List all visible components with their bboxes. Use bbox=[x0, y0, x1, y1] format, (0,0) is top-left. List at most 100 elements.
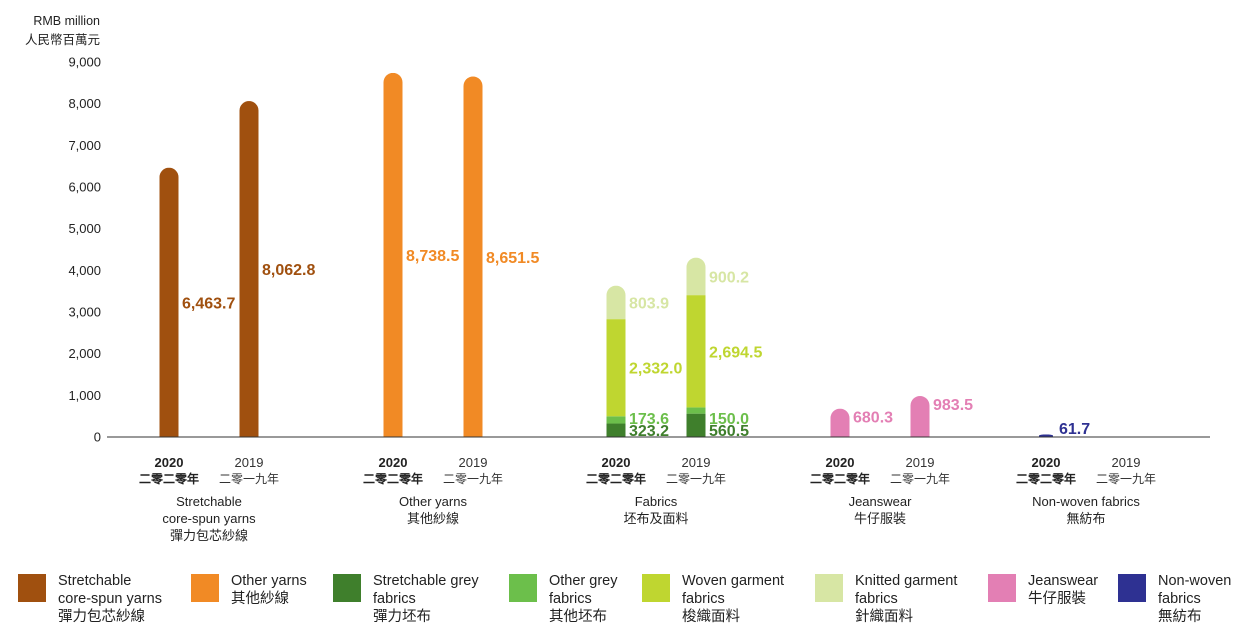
bar-value-label: 680.3 bbox=[853, 410, 893, 427]
year-label-current: 2020 bbox=[379, 455, 408, 470]
bar-value-label: 8,062.8 bbox=[262, 262, 315, 279]
y-tick-label: 6,000 bbox=[68, 180, 101, 195]
bar-value-label: 560.5 bbox=[709, 423, 749, 440]
legend-label: Knitted garment fabrics 針織面料 bbox=[855, 572, 957, 626]
bar-value-label: 2,332.0 bbox=[629, 361, 682, 378]
bar-stack bbox=[910, 396, 930, 437]
legend-label-line: Stretchable bbox=[58, 573, 132, 589]
legend-item: Stretchable core-spun yarns 彈力包芯紗線 bbox=[18, 572, 162, 626]
year-label-current-zh: 二零二零年 bbox=[810, 471, 870, 486]
legend-label-line: 其他坯布 bbox=[549, 609, 607, 625]
y-tick-label: 3,000 bbox=[68, 305, 101, 320]
category-label: 無紡布 bbox=[1066, 511, 1105, 526]
legend-swatch bbox=[333, 574, 361, 602]
bar-stack bbox=[159, 167, 179, 437]
bar-stack bbox=[606, 285, 626, 437]
category-label: Jeanswear bbox=[849, 494, 913, 509]
bar-stack bbox=[463, 76, 483, 437]
legend: Stretchable core-spun yarns 彈力包芯紗線 Other ya… bbox=[0, 568, 1236, 627]
legend-label: Non-woven fabrics 無紡布 bbox=[1158, 572, 1231, 626]
legend-item: Other grey fabrics 其他坯布 bbox=[509, 572, 618, 626]
category-label: Other yarns bbox=[399, 494, 467, 509]
bar-segment bbox=[1039, 434, 1053, 437]
year-label-previous-zh: 二零一九年 bbox=[219, 472, 279, 486]
legend-label-line: Other grey bbox=[549, 573, 618, 589]
y-tick-label: 2,000 bbox=[68, 346, 101, 361]
year-label-previous-zh: 二零一九年 bbox=[666, 472, 726, 486]
bar-segment bbox=[463, 76, 483, 437]
bar-value-label: 173.6 bbox=[629, 411, 669, 428]
category-label: core-spun yarns bbox=[162, 511, 256, 526]
year-label-previous: 2019 bbox=[906, 455, 935, 470]
bar-chart: RMB million 人民幣百萬元 0 1,000 2,000 3,000 4,000… bbox=[25, 14, 1210, 543]
y-tick-label: 7,000 bbox=[68, 138, 101, 153]
y-axis-unit-en: RMB million bbox=[33, 14, 100, 28]
legend-label: Woven garment fabrics 梭織面料 bbox=[682, 572, 784, 626]
y-tick-label: 9,000 bbox=[68, 55, 101, 70]
bar-value-label: 6,463.7 bbox=[182, 295, 235, 312]
year-label-previous: 2019 bbox=[459, 455, 488, 470]
bar-stack bbox=[830, 408, 850, 437]
bar-stack bbox=[1039, 434, 1053, 437]
bar-segment bbox=[159, 167, 179, 437]
bar-segment bbox=[606, 416, 626, 424]
year-label-previous-zh: 二零一九年 bbox=[1096, 472, 1156, 486]
legend-label-line: 彈力坯布 bbox=[373, 609, 431, 625]
legend-label-line: Other yarns bbox=[231, 573, 307, 589]
bar-segment bbox=[606, 319, 626, 417]
legend-label: Stretchable grey fabrics 彈力坯布 bbox=[373, 572, 479, 626]
year-label-current-zh: 二零二零年 bbox=[586, 471, 646, 486]
bar-value-label: 323.2 bbox=[629, 423, 669, 440]
legend-label-line: 針織面料 bbox=[855, 609, 913, 625]
bar-stack bbox=[686, 257, 706, 437]
bar-segment bbox=[239, 101, 259, 438]
legend-label-line: 其他紗線 bbox=[231, 591, 289, 607]
legend-label-line: 無紡布 bbox=[1158, 609, 1202, 625]
legend-swatch bbox=[191, 574, 219, 602]
year-label-previous: 2019 bbox=[235, 455, 264, 470]
legend-swatch bbox=[1118, 574, 1146, 602]
legend-label-line: 彈力包芯紗線 bbox=[58, 609, 145, 625]
legend-swatch bbox=[18, 574, 46, 602]
bar-value-label: 61.7 bbox=[1059, 421, 1090, 438]
y-tick-label: 0 bbox=[94, 430, 101, 445]
year-label-previous-zh: 二零一九年 bbox=[443, 472, 503, 486]
y-axis-unit-zh: 人民幣百萬元 bbox=[25, 33, 100, 47]
legend-label-line: Stretchable grey bbox=[373, 573, 479, 589]
legend-label-line: core-spun yarns bbox=[58, 591, 162, 607]
legend-label-line: 牛仔服裝 bbox=[1028, 591, 1086, 607]
year-label-current: 2020 bbox=[155, 455, 184, 470]
year-label-current: 2020 bbox=[826, 455, 855, 470]
year-label-previous: 2019 bbox=[1112, 455, 1141, 470]
legend-item: Stretchable grey fabrics 彈力坯布 bbox=[333, 572, 479, 626]
category-label: Stretchable bbox=[176, 494, 242, 509]
legend-label-line: Woven garment bbox=[682, 573, 785, 589]
year-label-current: 2020 bbox=[1032, 455, 1061, 470]
category-label: 牛仔服裝 bbox=[854, 511, 906, 526]
legend-item: Non-woven fabrics 無紡布 bbox=[1118, 572, 1231, 626]
bar-segment bbox=[606, 423, 626, 437]
y-tick-label: 8,000 bbox=[68, 96, 101, 111]
bar-value-label: 983.5 bbox=[933, 397, 973, 414]
legend-label: Other grey fabrics 其他坯布 bbox=[549, 572, 618, 626]
bar-segment bbox=[910, 396, 930, 437]
legend-label-line: fabrics bbox=[549, 591, 592, 607]
legend-label-line: fabrics bbox=[1158, 591, 1201, 607]
year-label-current-zh: 二零二零年 bbox=[139, 471, 199, 486]
year-label-previous: 2019 bbox=[682, 455, 711, 470]
legend-label-line: 梭織面料 bbox=[682, 609, 740, 625]
legend-item: Woven garment fabrics 梭織面料 bbox=[642, 572, 784, 626]
y-tick-label: 5,000 bbox=[68, 221, 101, 236]
year-label-current: 2020 bbox=[602, 455, 631, 470]
legend-label-line: Jeanswear bbox=[1028, 573, 1099, 589]
legend-item: Other yarns 其他紗線 bbox=[191, 572, 307, 608]
legend-label: Stretchable core-spun yarns 彈力包芯紗線 bbox=[58, 572, 162, 626]
bar-segment bbox=[686, 295, 706, 408]
y-tick-label: 1,000 bbox=[68, 388, 101, 403]
legend-swatch bbox=[642, 574, 670, 602]
legend-swatch bbox=[815, 574, 843, 602]
legend-label-line: fabrics bbox=[373, 591, 416, 607]
legend-swatch bbox=[988, 574, 1016, 602]
y-tick-label: 4,000 bbox=[68, 263, 101, 278]
